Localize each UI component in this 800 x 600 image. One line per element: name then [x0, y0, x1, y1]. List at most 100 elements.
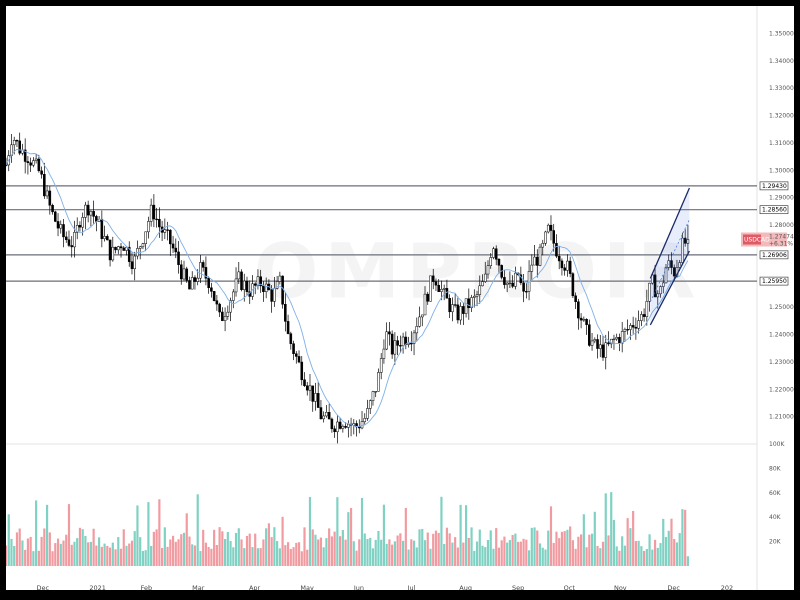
candle-body [336, 421, 339, 433]
volume-bar [629, 528, 632, 566]
volume-bar [308, 496, 312, 566]
candle-body [388, 331, 391, 335]
candle-body [615, 337, 618, 340]
volume-bar [43, 528, 46, 566]
volume-bar [632, 510, 635, 566]
volume-bar [645, 549, 648, 566]
x-axis-label: Jun [353, 584, 364, 590]
candle-body [544, 231, 547, 244]
candle-body [12, 140, 16, 146]
candle-body [489, 257, 493, 266]
candle-body [566, 260, 569, 271]
volume-bar [196, 494, 199, 566]
volume-bar [237, 528, 240, 566]
candle-body [311, 385, 315, 402]
volume-bar [262, 539, 265, 566]
volume-bar [169, 539, 172, 566]
candle-body [242, 280, 246, 290]
candle-body [366, 408, 369, 419]
symbol-badge [743, 234, 761, 245]
candle-body [530, 264, 534, 272]
volume-bar [421, 528, 424, 566]
candle-body [193, 277, 197, 282]
candle-body [533, 256, 536, 266]
volume-bar [289, 548, 292, 566]
volume-bar [108, 547, 112, 566]
volume-bar [141, 551, 145, 566]
volume-bar [396, 535, 399, 566]
level-label: 1.25950 [762, 278, 787, 285]
price-chart[interactable]: OMPROIR 1.35000 1.34000 1.33000 1.32000 1.310… [6, 6, 794, 590]
volume-bar [56, 538, 60, 566]
candle-body [607, 342, 610, 345]
volume-bar [215, 544, 218, 566]
volume-bar [432, 533, 435, 566]
chart-area: OMPROIR 1.35000 1.34000 1.33000 1.32000 1.310… [6, 6, 794, 590]
candle-body [281, 275, 284, 305]
volume-bar [6, 545, 8, 566]
volume-bar [185, 513, 188, 566]
volume-bar [336, 497, 339, 566]
candle-body [483, 273, 487, 282]
volume-bar [223, 538, 227, 566]
candle-body [59, 224, 63, 229]
candle-body [546, 224, 550, 233]
candle-body [338, 421, 342, 429]
candle-body [681, 237, 684, 263]
volume-bar [103, 543, 106, 566]
candle-body [377, 372, 380, 392]
candle-body [555, 243, 558, 257]
volume-bar [317, 539, 320, 566]
volume-bar [325, 538, 328, 566]
candle-body [270, 289, 273, 302]
price-tick-label: 1.33000 [769, 85, 794, 92]
candle-body [174, 247, 178, 253]
channel-lower-line [649, 250, 690, 326]
volume-bar [500, 540, 503, 566]
candle-body [492, 248, 495, 258]
volume-bar [399, 533, 402, 566]
volume-bar [662, 518, 665, 566]
volume-bar [366, 538, 369, 566]
candle-body [661, 282, 665, 287]
price-tick-label: 1.32000 [769, 113, 794, 120]
last-price-label: 1.27474 [769, 234, 794, 241]
volume-bar [273, 527, 276, 566]
volume-bar [382, 504, 386, 566]
level-label-box [759, 276, 789, 286]
volume-bar [563, 531, 566, 566]
candle-body [215, 300, 219, 305]
candle-body [478, 285, 482, 295]
candle-body [683, 237, 687, 244]
volume-bar [199, 551, 202, 566]
volume-bar [62, 540, 65, 566]
candle-body [360, 421, 364, 429]
volume-bar [670, 518, 673, 566]
volume-bar [525, 539, 528, 566]
volume-bar [418, 529, 421, 566]
volume-bar [29, 536, 32, 566]
volume-bar [73, 541, 76, 566]
volume-bar [607, 535, 610, 566]
watermark-text: OMPROIR [254, 227, 702, 316]
candle-body [100, 218, 104, 239]
candle-body [295, 353, 298, 357]
candle-body [511, 282, 514, 287]
candle-body [78, 225, 82, 228]
volume-bar [618, 550, 621, 566]
candle-body [29, 162, 32, 166]
volume-bar [582, 514, 585, 566]
candle-body [596, 339, 599, 349]
candle-body [347, 423, 350, 428]
volume-bar [429, 548, 432, 566]
candle-body [467, 298, 471, 308]
volume-bar [51, 551, 54, 566]
candle-body [245, 280, 249, 292]
volume-bar [577, 536, 580, 566]
volume-bar [519, 541, 522, 566]
candle-body [229, 300, 232, 313]
volume-bar [284, 545, 287, 566]
candle-body [557, 255, 561, 262]
volume-bar [684, 509, 687, 566]
candle-body [32, 160, 35, 166]
